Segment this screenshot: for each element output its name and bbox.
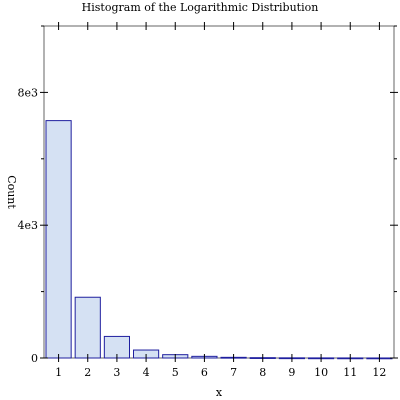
x-tick-label-7: 7: [230, 366, 237, 379]
x-tick-label-6: 6: [201, 366, 208, 379]
x-tick-label-3: 3: [113, 366, 120, 379]
x-tick-label-4: 4: [143, 366, 150, 379]
y-axis: 0 4e3 8e3: [17, 25, 398, 365]
y-tick-label-4e3: 4e3: [17, 219, 38, 232]
x-tick-label-5: 5: [172, 366, 179, 379]
y-tick-label-0: 0: [31, 352, 38, 365]
bar-2: [74, 296, 101, 359]
y-tick-label-8e3: 8e3: [17, 86, 38, 99]
bars-group: [45, 120, 393, 360]
bar-1: [45, 120, 72, 359]
x-tick-label-10: 10: [314, 366, 328, 379]
x-tick-label-9: 9: [288, 366, 295, 379]
plot-frame: [43, 25, 395, 359]
chart-title: Histogram of the Logarithmic Distributio…: [82, 1, 319, 14]
x-tick-label-2: 2: [84, 366, 91, 379]
x-axis: 1 2 3 4 5 6 7 8 9 10 11 12: [55, 22, 386, 379]
x-tick-label-1: 1: [55, 366, 62, 379]
x-tick-label-11: 11: [343, 366, 357, 379]
y-axis-label: Count: [5, 175, 18, 209]
x-tick-label-8: 8: [259, 366, 266, 379]
x-tick-label-12: 12: [372, 366, 386, 379]
x-axis-label: x: [216, 386, 223, 399]
